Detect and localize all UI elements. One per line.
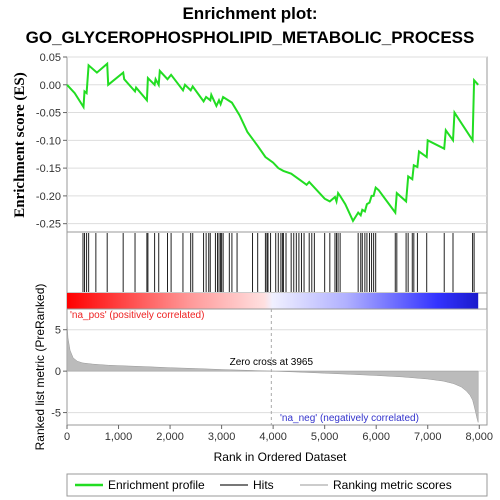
rank-ytick-label: 5 bbox=[55, 325, 61, 337]
x-tick-label: 3,000 bbox=[208, 431, 236, 443]
neg-correlated-label: 'na_neg' (negatively correlated) bbox=[280, 413, 419, 424]
rank-ytick-label: 0 bbox=[55, 366, 61, 378]
x-tick-label: 5,000 bbox=[311, 431, 339, 443]
x-tick-label: 1,000 bbox=[105, 431, 133, 443]
x-tick-label: 2,000 bbox=[156, 431, 184, 443]
chart-title-line1: Enrichment plot: bbox=[182, 4, 317, 23]
legend-box bbox=[66, 473, 488, 497]
ranking-colorbar bbox=[67, 293, 479, 309]
es-ytick-label: -0.15 bbox=[36, 163, 61, 175]
chart-title-line2: GO_GLYCEROPHOSPHOLIPID_METABOLIC_PROCESS bbox=[26, 28, 475, 47]
es-ytick-label: 0.05 bbox=[40, 52, 61, 64]
legend-label: Hits bbox=[253, 478, 274, 492]
zero-cross-label: Zero cross at 3965 bbox=[230, 357, 314, 368]
x-tick-label: 6,000 bbox=[362, 431, 390, 443]
x-tick-label: 7,000 bbox=[414, 431, 442, 443]
legend-label: Ranking metric scores bbox=[333, 478, 452, 492]
x-tick-label: 0 bbox=[64, 431, 70, 443]
es-ytick-label: -0.05 bbox=[36, 108, 61, 120]
legend-label: Enrichment profile bbox=[108, 478, 205, 492]
ranking-metric-area bbox=[66, 321, 479, 423]
rank-ytick-label: -5 bbox=[51, 408, 61, 420]
hits-panel-frame bbox=[66, 231, 488, 294]
es-axis-label: Enrichment score (ES) bbox=[12, 72, 28, 218]
enrichment-profile-line bbox=[66, 61, 479, 223]
pos-correlated-label: 'na_pos' (positively correlated) bbox=[70, 310, 204, 321]
ranked-axis-label: Ranked list metric (PreRanked) bbox=[33, 284, 47, 451]
es-ytick-label: -0.10 bbox=[36, 135, 61, 147]
x-axis-label: Rank in Ordered Dataset bbox=[214, 450, 347, 464]
x-tick-label: 8,000 bbox=[466, 431, 494, 443]
es-ytick-label: 0.00 bbox=[40, 80, 61, 92]
es-ytick-label: -0.25 bbox=[36, 219, 61, 231]
es-panel-frame bbox=[66, 56, 488, 233]
x-tick-label: 4,000 bbox=[259, 431, 287, 443]
es-ytick-label: -0.20 bbox=[36, 191, 61, 203]
